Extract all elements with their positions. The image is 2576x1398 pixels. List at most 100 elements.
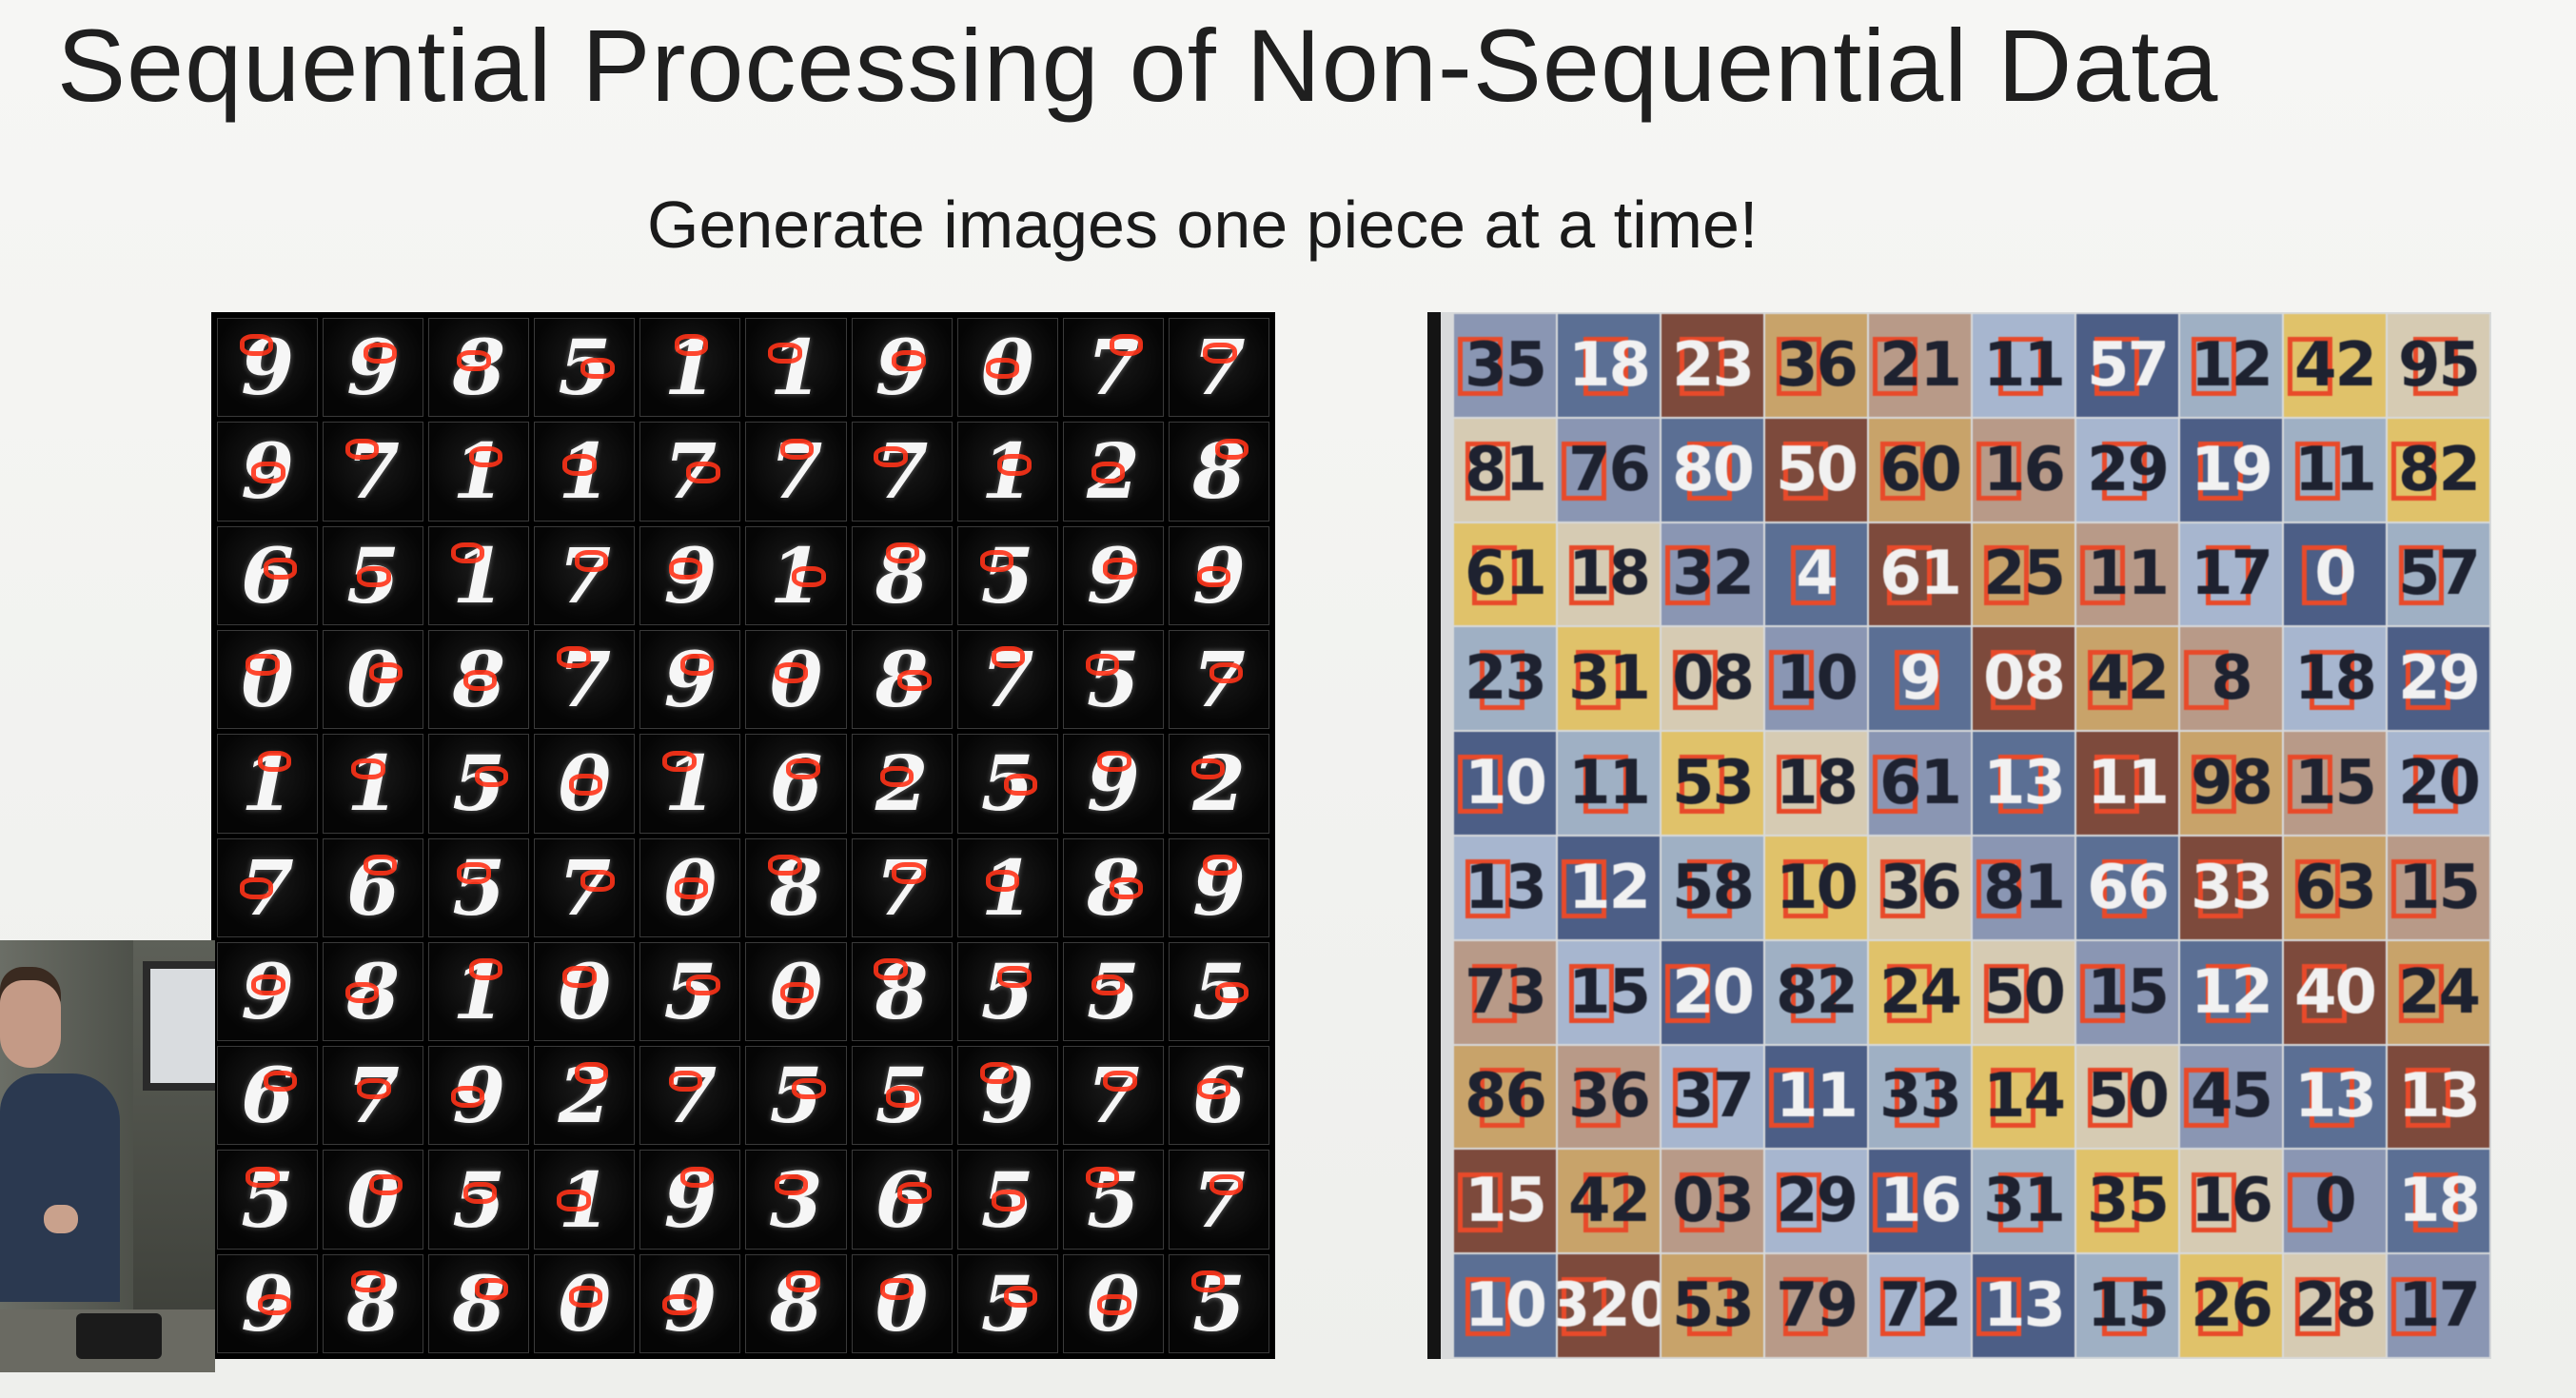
mnist-sample-cell: 5 (745, 1046, 847, 1146)
attention-stroke-mark (1003, 1286, 1037, 1308)
mnist-sample-cell: 1 (534, 1150, 636, 1250)
svhn-number: 15 (2086, 1270, 2170, 1342)
svhn-number: 50 (2086, 1061, 2170, 1132)
attention-glimpse-box (2198, 441, 2244, 502)
attention-glimpse-box (1583, 754, 1628, 815)
webcam-background-screen (143, 961, 215, 1091)
presenter-head (0, 980, 61, 1068)
attention-glimpse-box (2302, 963, 2348, 1024)
mnist-sample-cell: 9 (217, 318, 319, 418)
svhn-number: 53 (1671, 748, 1755, 819)
mnist-digit: 8 (452, 1258, 506, 1349)
svhn-sample-cell: 18 (1558, 522, 1660, 626)
mnist-digit: 9 (346, 323, 400, 413)
attention-stroke-mark (997, 454, 1032, 476)
mnist-sample-cell: 8 (323, 1253, 424, 1353)
attention-stroke-mark (892, 862, 926, 884)
svhn-sample-cell: 15 (2076, 1254, 2178, 1357)
svhn-number: 11 (2086, 748, 2170, 819)
svhn-number: 0 (2314, 1166, 2357, 1237)
mnist-sample-cell: 6 (323, 837, 424, 937)
attention-glimpse-box (1568, 963, 1614, 1024)
attention-stroke-mark (786, 758, 820, 780)
mnist-sample-cell: 0 (534, 941, 636, 1042)
attention-glimpse-box (1783, 441, 1829, 502)
mnist-sample-cell: 6 (851, 1150, 953, 1250)
attention-stroke-mark (1214, 438, 1249, 461)
svhn-sample-cell: 16 (1973, 418, 2075, 522)
svhn-sample-cell: 0 (2284, 522, 2386, 626)
attention-stroke-mark (979, 550, 1013, 572)
mnist-sample-cell: 1 (745, 525, 847, 625)
svhn-number: 21 (1878, 329, 1962, 401)
attention-stroke-mark (1097, 750, 1131, 773)
svhn-number: 12 (2190, 329, 2273, 401)
mnist-sample-cell: 1 (956, 837, 1058, 937)
mnist-sample-cell: 7 (534, 629, 636, 730)
presenter-shirt (0, 1073, 120, 1302)
attention-glimpse-box (1472, 963, 1518, 1024)
mnist-sample-cell: 9 (1168, 525, 1269, 625)
attention-stroke-mark (468, 958, 503, 980)
svhn-sample-cell: 86 (1454, 1045, 1556, 1149)
mnist-sample-cell: 7 (1168, 1150, 1269, 1250)
svhn-sample-cell: 19 (2180, 418, 2282, 522)
svhn-sample-cell: 18 (1558, 314, 1660, 417)
attention-stroke-mark (363, 854, 398, 876)
mnist-sample-cell: 1 (534, 422, 636, 522)
attention-stroke-mark (668, 1070, 702, 1093)
attention-glimpse-box (2398, 545, 2444, 605)
svhn-sample-cell: 35 (2076, 1150, 2178, 1253)
mnist-sample-cell: 8 (745, 837, 847, 937)
svhn-number: 10 (1775, 852, 1858, 923)
mnist-digit: 0 (558, 946, 612, 1036)
mnist-sample-cell: 7 (1168, 318, 1269, 418)
presenter-hand (44, 1205, 78, 1233)
attention-stroke-mark (468, 445, 503, 468)
attention-glimpse-box (1776, 336, 1821, 397)
attention-stroke-mark (1209, 1173, 1243, 1196)
svhn-sample-cell: 31 (1973, 1150, 2075, 1253)
svhn-sample-cell: 4 (1765, 522, 1867, 626)
mnist-digit: 5 (980, 530, 1034, 620)
svhn-sample-cell: 11 (2284, 418, 2386, 522)
attention-stroke-mark (897, 1182, 932, 1204)
attention-stroke-mark (562, 966, 597, 988)
attention-glimpse-box (1976, 858, 2022, 919)
mnist-sample-cell: 5 (428, 837, 530, 937)
svhn-sample-cell: 33 (1869, 1045, 1971, 1149)
attention-glimpse-box (1887, 545, 1933, 605)
attention-glimpse-box (1873, 1172, 1918, 1232)
mnist-sample-cell: 8 (428, 1253, 530, 1353)
attention-stroke-mark (580, 357, 615, 380)
mnist-sample-cell: 9 (639, 1253, 741, 1353)
svhn-number: 15 (2293, 748, 2377, 819)
attention-glimpse-box (1997, 1172, 2043, 1232)
svhn-sample-cell: 29 (1765, 1150, 1867, 1253)
attention-glimpse-box (2094, 754, 2140, 815)
attention-glimpse-box (2080, 545, 2126, 605)
attention-stroke-mark (1109, 334, 1144, 356)
attention-glimpse-box (2198, 858, 2244, 919)
svhn-number: 36 (1567, 1061, 1651, 1132)
mnist-digit: 7 (875, 426, 929, 517)
attention-stroke-mark (257, 1293, 292, 1316)
attention-stroke-mark (674, 334, 709, 356)
svhn-sample-cell: 58 (1662, 837, 1763, 939)
svhn-sample-cell: 57 (2388, 522, 2489, 626)
mnist-sample-cell: 8 (851, 629, 953, 730)
attention-glimpse-box (1769, 1068, 1815, 1128)
svhn-number: 9 (1899, 643, 1942, 715)
mnist-sample-cell: 7 (956, 629, 1058, 730)
attention-glimpse-box (1680, 754, 1725, 815)
attention-stroke-mark (462, 669, 497, 692)
svhn-sample-cell: 20 (1662, 940, 1763, 1044)
attention-glimpse-box (1562, 441, 1607, 502)
svhn-number: 15 (1567, 956, 1651, 1028)
mnist-sample-cell: 2 (1062, 422, 1164, 522)
attention-glimpse-box (2294, 858, 2340, 919)
mnist-sample-cell: 1 (323, 734, 424, 834)
attention-glimpse-box (1879, 1276, 1925, 1337)
attention-stroke-mark (368, 1173, 403, 1196)
mnist-sample-cell: 5 (323, 525, 424, 625)
